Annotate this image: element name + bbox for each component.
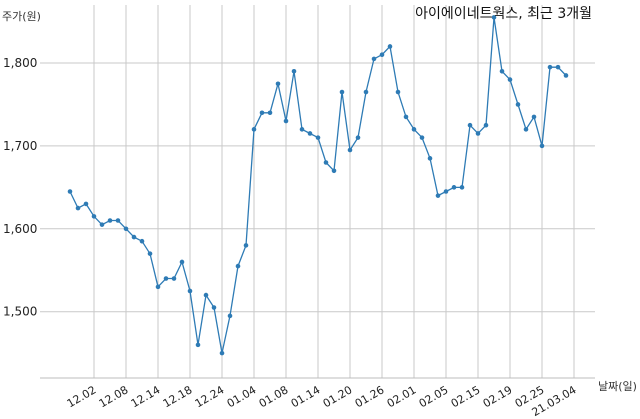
x-tick-label: 12.02 [65,383,99,410]
data-point [251,127,257,132]
x-tick-label: 02.01 [385,383,419,410]
y-tick-label: 1,600 [3,222,37,236]
y-axis-title: 주가(원) [2,10,41,23]
x-tick-label: 12.14 [129,383,163,410]
data-point [227,313,233,319]
data-point [323,160,329,165]
x-tick-label: 01.20 [321,383,355,410]
data-point [139,238,145,244]
data-point [195,342,201,348]
data-point [147,251,153,256]
x-tick-label: 01.08 [257,383,291,410]
data-point [523,127,529,132]
data-point [243,243,249,248]
data-point [331,168,337,174]
data-point [283,118,289,124]
x-tick-label: 02.05 [417,383,451,410]
data-point [99,222,105,227]
y-tick-label: 1,800 [3,56,37,70]
data-point [155,284,161,290]
x-tick-label: 12.08 [97,383,131,410]
x-axis-title: 날짜(일) [598,379,637,393]
data-point [451,185,457,190]
data-point [307,131,313,136]
data-point [91,214,97,219]
y-tick-label: 1,700 [3,139,37,153]
x-tick-label: 02.19 [481,383,515,410]
data-point [339,89,345,95]
data-point [163,276,169,281]
data-point [235,263,241,269]
data-point [315,135,321,140]
y-tick-label: 1,500 [3,305,37,319]
data-point [515,102,521,107]
data-point [435,193,441,198]
data-point [443,189,449,194]
x-tick-label: 01.14 [289,383,323,410]
data-point [83,201,89,207]
data-point [379,52,385,58]
x-tick-label: 02.15 [449,383,483,410]
data-point [387,44,393,49]
data-point [259,110,265,116]
data-point [563,73,569,78]
series-layer [67,15,569,356]
data-point [211,305,217,310]
data-point [491,15,497,20]
data-point [75,205,81,211]
data-point [171,276,177,281]
data-point [267,110,273,116]
data-point [555,64,561,70]
chart-title: 아이에이네트웍스, 최근 3개월 [415,6,592,22]
x-tick-label: 01.26 [353,383,387,410]
data-point [475,131,481,136]
data-point [219,350,225,356]
data-point [507,77,513,82]
data-point [531,114,537,120]
data-point [371,56,377,62]
data-point [355,135,361,140]
data-point [483,122,489,128]
data-point [539,143,545,149]
data-point [411,127,417,132]
tick-labels: 1,500 1,600 1,700 1,800 12.0212.0812.1412.18… [3,56,579,419]
data-point [427,156,433,161]
data-point [123,226,129,232]
data-point [275,81,281,87]
data-point [419,135,425,140]
data-point [187,288,193,294]
data-point [459,185,465,190]
data-point [107,218,113,223]
data-point [467,122,473,128]
data-point [299,127,305,132]
data-point [67,189,73,194]
data-point [291,69,297,74]
data-point [203,292,209,298]
data-point [499,69,505,74]
data-point [115,218,121,223]
data-point [347,147,353,153]
x-tick-label: 12.18 [161,383,195,410]
x-tick-label: 01.04 [225,383,259,410]
data-point [179,259,185,265]
grid [40,5,595,378]
x-tick-label: 12.24 [193,383,227,410]
data-point [363,89,369,95]
data-point [403,114,409,120]
data-point [547,64,553,70]
data-point [395,89,401,95]
data-point [131,234,137,240]
